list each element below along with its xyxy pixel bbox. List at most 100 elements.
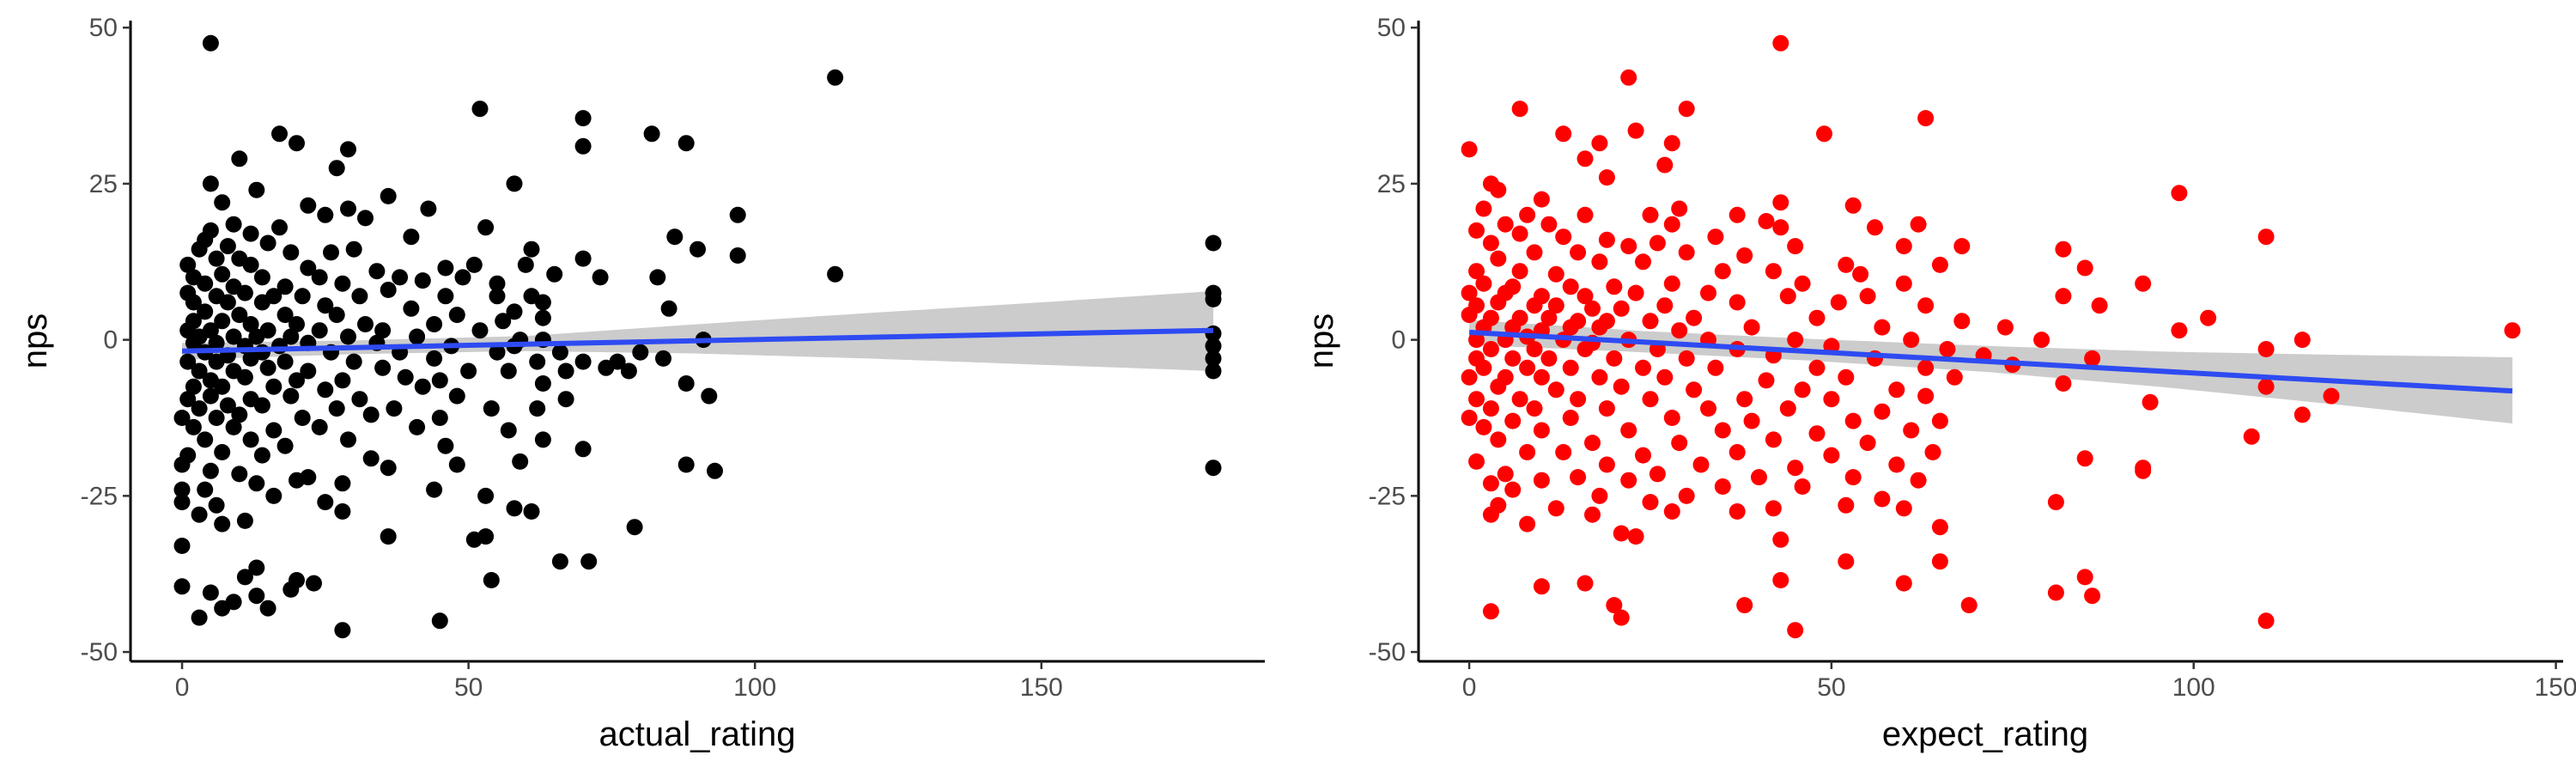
- right-data-point: [1910, 472, 1927, 489]
- left-data-point: [236, 512, 253, 529]
- left-data-point: [248, 559, 265, 576]
- right-data-point: [1656, 156, 1674, 173]
- left-data-point: [707, 462, 723, 479]
- right-data-point: [1671, 435, 1688, 452]
- right-data-point: [2135, 462, 2152, 479]
- right-ticks-layer: 0 50 100 150 -50 -25 0 25 50: [1369, 14, 2576, 702]
- left-data-point: [253, 269, 270, 286]
- left-data-point: [294, 410, 311, 426]
- left-data-point: [1205, 362, 1222, 380]
- right-data-point: [1519, 206, 1536, 223]
- right-data-point: [1663, 275, 1680, 292]
- left-data-point: [660, 300, 677, 317]
- left-data-point: [534, 309, 551, 326]
- left-data-point: [294, 288, 311, 305]
- left-trend-layer: [181, 327, 1214, 354]
- right-data-point: [1519, 359, 1536, 376]
- right-data-point: [1555, 228, 1572, 246]
- left-confidence-band: [182, 290, 1213, 371]
- left-data-point: [677, 135, 695, 152]
- right-data-point: [1946, 368, 1963, 386]
- right-data-point: [1931, 412, 1948, 429]
- left-data-point: [197, 481, 214, 498]
- right-data-point: [1758, 213, 1775, 229]
- right-data-point: [1504, 350, 1522, 367]
- left-data-point: [1205, 460, 1222, 477]
- left-data-point: [500, 422, 517, 439]
- right-data-point: [1570, 469, 1587, 486]
- right-data-point: [1772, 531, 1789, 548]
- left-data-point: [551, 553, 568, 570]
- left-data-point: [283, 328, 300, 345]
- right-data-point: [2257, 378, 2275, 395]
- left-data-point: [242, 316, 259, 332]
- right-data-point: [1743, 412, 1760, 429]
- left-data-point: [179, 391, 197, 408]
- right-data-point: [1700, 400, 1716, 417]
- right-data-point: [1808, 359, 1826, 376]
- right-data-point: [1540, 350, 1558, 367]
- left-data-point: [557, 362, 574, 380]
- right-data-point: [1765, 500, 1782, 517]
- right-data-point: [1642, 313, 1659, 330]
- right-data-point: [1838, 553, 1855, 570]
- right-data-point: [1751, 469, 1767, 486]
- right-data-point: [1888, 381, 1905, 399]
- right-data-point: [1728, 503, 1746, 520]
- right-data-point: [1504, 481, 1522, 498]
- right-data-point: [1772, 194, 1789, 211]
- right-data-point: [1613, 525, 1630, 542]
- right-data-point: [1577, 288, 1594, 305]
- left-data-point: [386, 400, 403, 417]
- right-data-point: [1663, 410, 1680, 426]
- left-data-point: [690, 240, 706, 258]
- left-data-point: [173, 494, 191, 511]
- right-data-point: [2142, 393, 2159, 411]
- left-x-tick-label: 50: [454, 673, 483, 702]
- right-data-point: [1635, 253, 1651, 271]
- left-data-point: [214, 378, 231, 395]
- left-data-point: [437, 259, 454, 277]
- left-data-point: [214, 515, 231, 533]
- left-data-point: [214, 444, 231, 460]
- right-data-point: [1736, 391, 1753, 408]
- right-data-point: [2504, 322, 2521, 339]
- right-data-point: [1504, 319, 1522, 336]
- right-data-point: [1482, 506, 1499, 523]
- right-data-point: [1794, 381, 1811, 399]
- right-data-point: [1910, 216, 1927, 233]
- left-data-point: [248, 328, 265, 345]
- left-data-point: [276, 307, 294, 324]
- right-data-point: [1591, 368, 1608, 386]
- left-data-point: [397, 368, 414, 386]
- right-data-point: [1490, 431, 1507, 448]
- left-data-point: [460, 362, 477, 380]
- left-data-point: [265, 422, 283, 439]
- right-data-point: [1562, 359, 1579, 376]
- left-data-point: [448, 307, 465, 324]
- left-data-point: [546, 265, 563, 283]
- right-data-point: [1728, 444, 1746, 460]
- left-data-point: [506, 500, 523, 517]
- left-data-point: [574, 137, 592, 155]
- left-data-point: [529, 353, 546, 370]
- right-data-point: [1714, 478, 1731, 495]
- left-data-point: [345, 353, 362, 370]
- right-data-point: [1649, 234, 1666, 252]
- right-data-point: [1714, 263, 1731, 280]
- left-data-point: [340, 328, 356, 345]
- left-data-point: [454, 269, 471, 286]
- left-data-point: [271, 125, 288, 143]
- right-data-point: [2047, 584, 2064, 601]
- right-data-point: [1598, 400, 1615, 417]
- left-data-point: [236, 284, 253, 301]
- left-data-point: [1205, 338, 1222, 355]
- right-data-point: [1808, 425, 1826, 442]
- right-data-point: [1511, 391, 1528, 408]
- right-trend-layer: [1468, 329, 2513, 394]
- right-data-point: [1577, 150, 1594, 167]
- right-data-point: [2076, 259, 2093, 277]
- left-data-point: [265, 487, 283, 504]
- left-data-point: [334, 372, 351, 389]
